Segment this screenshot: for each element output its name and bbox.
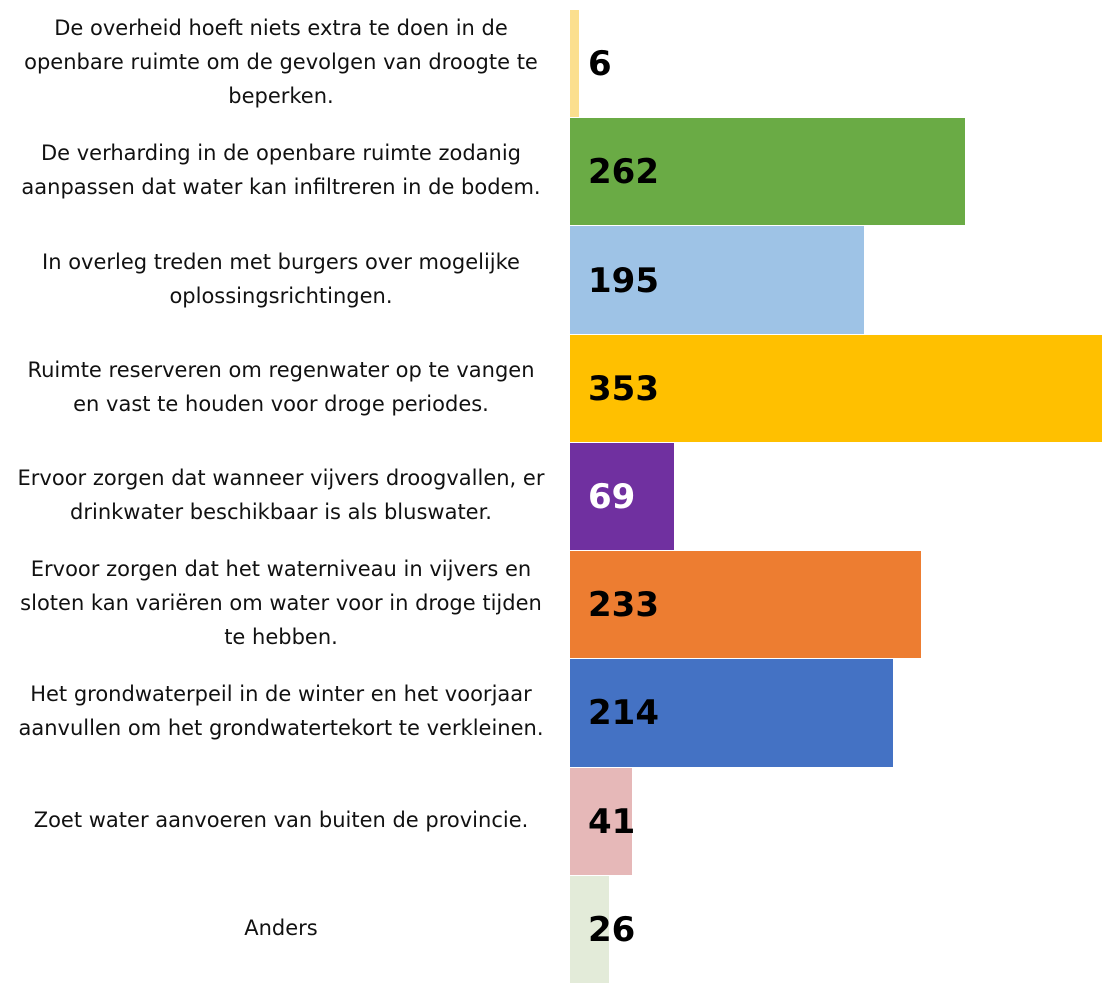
bar	[570, 442, 674, 551]
category-label: Ruimte reserveren om regenwater op te va…	[27, 357, 535, 416]
bar	[570, 118, 965, 226]
value-label: 195	[588, 260, 659, 301]
category-label: Ervoor zorgen dat wanneer vijvers droogv…	[17, 465, 545, 524]
value-label: 41	[588, 801, 636, 842]
category-label: In overleg treden met burgers over mogel…	[42, 249, 520, 308]
bar	[570, 10, 580, 118]
value-label: 26	[588, 909, 636, 950]
value-label: 233	[588, 585, 659, 626]
value-label: 214	[588, 693, 659, 734]
category-label: De verharding in de openbare ruimte zoda…	[21, 141, 541, 200]
bar	[570, 226, 864, 334]
bar	[570, 767, 632, 875]
category-label: Ervoor zorgen dat het waterniveau in vij…	[20, 557, 542, 650]
value-label: 69	[588, 476, 636, 517]
category-label: Anders	[244, 915, 318, 940]
value-label: 262	[588, 152, 659, 193]
bar	[570, 551, 922, 659]
category-label: Het grondwaterpeil in de winter en het v…	[18, 682, 544, 741]
category-label: De overheid hoeft niets extra te doen in…	[24, 16, 538, 109]
value-label: 353	[588, 368, 659, 409]
bar	[570, 334, 1102, 442]
bar	[570, 659, 893, 767]
value-label: 6	[588, 44, 612, 85]
category-label: Zoet water aanvoeren van buiten de provi…	[33, 807, 529, 832]
bar	[570, 875, 610, 983]
